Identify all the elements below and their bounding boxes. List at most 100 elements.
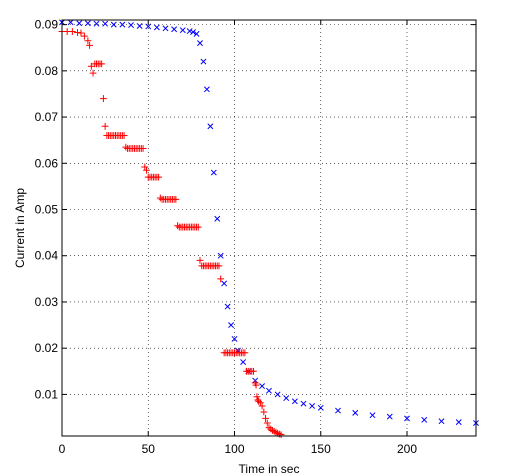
x-marker-point <box>179 27 186 34</box>
x-marker-point <box>93 20 100 27</box>
plus-marker-point <box>258 402 266 410</box>
x-marker-point <box>197 40 203 47</box>
x-marker-point <box>317 404 324 411</box>
x-marker-point <box>352 409 359 416</box>
plus-marker-point <box>196 256 204 264</box>
x-marker-point <box>455 419 462 426</box>
y-tick-label: 0.01 <box>35 387 59 401</box>
x-marker-point <box>369 412 376 419</box>
x-tick-label: 150 <box>311 442 331 456</box>
x-marker-point <box>221 280 228 287</box>
plus-marker-point <box>143 166 150 174</box>
plus-marker-point <box>255 397 263 405</box>
plus-marker-point <box>100 95 107 102</box>
plus-marker-point <box>120 132 128 139</box>
x-marker-point <box>300 400 307 407</box>
x-marker-point <box>110 21 117 28</box>
y-tick-label: 0.02 <box>35 341 59 355</box>
axes-box <box>61 19 477 437</box>
x-marker-point <box>162 25 169 32</box>
x-marker-point <box>274 391 281 398</box>
plus-marker-point <box>262 415 269 422</box>
plus-marker-point <box>241 349 249 357</box>
x-marker-point <box>283 395 290 402</box>
plus-marker-point <box>86 42 93 49</box>
x-tick-label: 50 <box>142 442 156 456</box>
x-marker-point <box>193 30 200 37</box>
y-axis-label: Current in Amp <box>13 188 27 268</box>
plus-marker-point <box>155 173 162 181</box>
plus-marker-point <box>172 195 180 203</box>
x-marker-point <box>335 407 341 414</box>
y-tick-label: 0.07 <box>35 110 59 124</box>
plus-marker-point <box>253 393 261 401</box>
plus-marker-point <box>98 60 106 68</box>
x-marker-point <box>228 322 235 329</box>
series-2 <box>58 28 285 439</box>
x-tick-label: 100 <box>224 442 244 456</box>
x-marker-point <box>84 20 91 27</box>
x-marker-point <box>404 415 410 422</box>
plus-marker-point <box>194 223 202 231</box>
x-tick-label: 0 <box>59 442 66 456</box>
x-marker-point <box>190 29 197 35</box>
series-1 <box>59 19 479 427</box>
x-marker-point <box>266 387 272 394</box>
y-tick-label: 0.08 <box>35 64 59 78</box>
x-marker-point <box>186 28 193 35</box>
x-marker-point <box>67 19 74 26</box>
plus-marker-point <box>263 419 271 427</box>
plus-marker-point <box>252 381 260 389</box>
plus-marker-point <box>272 428 280 436</box>
plus-marker-point <box>217 275 225 283</box>
x-marker-point <box>207 123 214 130</box>
plus-marker-point <box>274 429 282 437</box>
x-axis-label: Time in sec <box>239 462 300 476</box>
x-marker-point <box>421 416 428 423</box>
x-marker-point <box>136 23 143 29</box>
y-tick-label: 0.03 <box>35 295 59 309</box>
plus-marker-point <box>250 367 257 375</box>
y-tick-label: 0.09 <box>35 18 59 32</box>
plus-marker-point <box>270 427 278 435</box>
plus-marker-point <box>122 143 130 151</box>
plus-marker-point <box>265 424 273 432</box>
x-marker-point <box>200 58 207 65</box>
plus-marker-point <box>141 163 149 171</box>
x-marker-point <box>309 403 316 409</box>
plus-marker-point <box>84 37 92 45</box>
x-marker-point <box>145 23 152 30</box>
plus-marker-point <box>81 32 88 40</box>
plus-marker-point <box>269 427 276 434</box>
plus-marker-point <box>139 145 147 152</box>
plot-area <box>62 20 476 436</box>
plus-marker-point <box>277 431 285 439</box>
data-series <box>58 19 479 439</box>
plus-marker-point <box>89 69 97 77</box>
plus-marker-point <box>87 62 95 70</box>
plus-marker-point <box>77 29 85 37</box>
y-tick-label: 0.05 <box>35 203 59 217</box>
x-marker-point <box>210 169 217 176</box>
x-marker-point <box>128 22 134 29</box>
x-marker-point <box>203 86 210 93</box>
y-tick-label: 0.04 <box>35 249 59 263</box>
plus-marker-point <box>156 194 164 202</box>
x-marker-point <box>102 20 109 27</box>
x-marker-point <box>224 303 231 310</box>
x-marker-point <box>240 359 247 365</box>
x-marker-point <box>438 418 445 425</box>
x-marker-point <box>259 383 266 390</box>
plus-marker-point <box>215 262 223 270</box>
y-tick-label: 0.06 <box>35 156 59 170</box>
plus-marker-point <box>260 408 268 416</box>
x-marker-point <box>386 413 393 420</box>
x-ticks: 0 50 100 150 200 <box>59 20 417 456</box>
x-tick-label: 200 <box>397 442 417 456</box>
plus-marker-point <box>256 399 264 407</box>
plus-marker-point <box>267 425 275 433</box>
x-marker-point <box>217 252 224 259</box>
x-marker-point <box>76 20 83 27</box>
y-ticks: 0.01 0.02 0.03 0.04 0.05 0.06 0.07 0.08 0.09 <box>35 18 476 401</box>
